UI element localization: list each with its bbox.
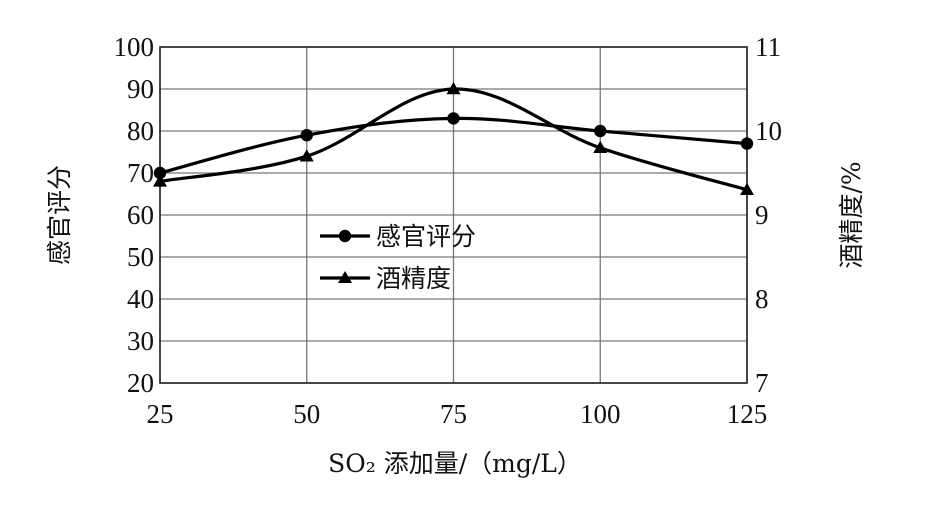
- x-tick-label: 25: [147, 399, 174, 429]
- grid: [159, 46, 748, 384]
- y-left-tick-label: 80: [127, 116, 154, 146]
- data-point-triangle: [446, 82, 461, 95]
- x-tick-label: 100: [580, 399, 621, 429]
- data-point-triangle: [299, 149, 314, 162]
- y-right-tick-label: 11: [755, 32, 781, 62]
- x-axis-label: SO₂ 添加量/（mg/L）: [328, 449, 582, 478]
- y-left-tick-label: 50: [127, 242, 154, 272]
- data-point-triangle: [740, 182, 754, 196]
- data-point-circle: [594, 124, 607, 138]
- x-tick-label: 125: [727, 399, 768, 429]
- y-axis-right-label: 酒精度/%: [837, 161, 866, 268]
- data-point-circle: [153, 166, 167, 180]
- y-left-tick-label: 100: [114, 32, 155, 62]
- y-left-tick-label: 70: [127, 158, 154, 188]
- tick-labels: 20 30 40 50 60 70 80 90 100 7 8 9 10 11 25 50 75 100 125: [114, 32, 783, 429]
- y-right-tick-label: 10: [755, 116, 782, 146]
- legend: 感官评分 酒精度: [320, 222, 476, 293]
- y-axis-left-label: 感官评分: [45, 165, 74, 265]
- y-left-tick-label: 40: [127, 284, 154, 314]
- y-right-tick-label: 9: [755, 200, 769, 230]
- y-left-tick-label: 30: [127, 326, 154, 356]
- y-right-tick-label: 7: [755, 368, 769, 398]
- series-group: [153, 82, 754, 196]
- data-point-circle: [300, 129, 313, 142]
- y-left-tick-label: 90: [127, 74, 154, 104]
- data-point-circle: [447, 112, 460, 125]
- legend-label-sensory: 感官评分: [376, 222, 476, 251]
- data-point-triangle: [153, 174, 167, 187]
- data-point-circle: [740, 137, 754, 150]
- legend-marker-triangle: [338, 271, 352, 283]
- plot-frame: [159, 46, 748, 384]
- x-tick-label: 50: [293, 399, 320, 429]
- y-left-tick-label: 60: [127, 200, 154, 230]
- y-left-tick-label: 20: [127, 368, 154, 398]
- data-point-triangle: [593, 140, 608, 154]
- legend-marker-circle: [338, 229, 352, 243]
- y-right-tick-label: 8: [755, 284, 769, 314]
- legend-label-alcohol: 酒精度: [376, 264, 451, 293]
- x-tick-label: 75: [440, 399, 467, 429]
